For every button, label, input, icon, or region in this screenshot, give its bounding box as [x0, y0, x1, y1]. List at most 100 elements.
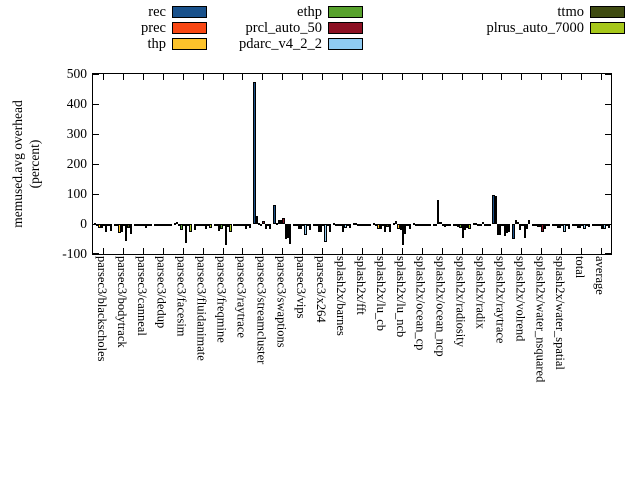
bar-pdarc_v4_2_2-splash2x/ocean_cp [423, 224, 427, 227]
bar-plrus_auto_7000-parsec3/bodytrack [129, 224, 132, 234]
bar-prec-average [594, 224, 597, 226]
bar-ethp-splash2x/radiosity [459, 224, 462, 228]
x-tick-mark [441, 74, 443, 80]
legend-swatch-rec [172, 6, 207, 18]
bar-pdarc_v4_2_2-parsec3/fluidanimate [204, 224, 208, 230]
bar-cluster-parsec3/fluidanimate [193, 74, 212, 254]
bar-prec-splash2x/ocean_ncp [434, 224, 438, 226]
bar-ethp-splash2x/lu_ncb [399, 224, 402, 230]
bar-ethp-splash2x/radix [479, 224, 482, 226]
bar-cluster-splash2x/fft [352, 74, 371, 254]
bar-rec-splash2x/water_nsquared [532, 224, 535, 226]
bar-pdarc_v4_2_2-splash2x/barnes [344, 224, 347, 228]
bar-ttmo-parsec3/swaptions [286, 224, 290, 238]
x-tick-mark [102, 248, 104, 254]
x-category-label-parsec3/fluidanimate: parsec3/fluidanimate [194, 256, 209, 361]
bar-cluster-splash2x/volrend [512, 74, 531, 254]
bar-thp-splash2x/fft [357, 224, 360, 226]
x-tick-mark [421, 248, 423, 254]
bar-rec-splash2x/fft [352, 223, 356, 225]
bar-cluster-parsec3/dedup [153, 74, 172, 254]
bar-cluster-splash2x/ocean_ncp [432, 74, 451, 254]
legend-column-3: ttmo plrus_auto_7000 [440, 4, 625, 36]
bar-plrus_auto_7000-splash2x/ocean_cp [428, 224, 431, 226]
bar-ttmo-splash2x/radiosity [466, 224, 469, 228]
bar-thp-splash2x/water_spatial [556, 224, 559, 228]
y-tick-mark [605, 164, 611, 165]
bar-thp-parsec3/fluidanimate [198, 224, 201, 227]
bar-ethp-parsec3/x264 [319, 224, 323, 232]
legend-label: ttmo [557, 3, 584, 20]
bar-thp-splash2x/lu_cb [377, 224, 380, 229]
x-tick-mark [461, 74, 463, 80]
y-tick-label: 400 [66, 96, 87, 111]
bar-rec-splash2x/radix [472, 223, 475, 225]
bar-prcl_auto_50-parsec3/facesim [182, 224, 185, 226]
bar-ethp-parsec3/swaptions [280, 219, 283, 224]
bar-prcl_auto_50-parsec3/streamcluster [262, 221, 265, 224]
bar-prec-splash2x/radiosity [454, 224, 458, 226]
x-tick-mark [481, 248, 483, 254]
x-tick-mark [302, 248, 304, 254]
bar-prcl_auto_50-parsec3/fluidanimate [202, 224, 205, 226]
x-tick-mark [381, 248, 383, 254]
bar-cluster-total [572, 74, 591, 254]
x-tick-mark [461, 248, 463, 254]
y-tick-mark [605, 74, 611, 75]
bar-ttmo-splash2x/ocean_cp [426, 224, 429, 226]
x-category-label-splash2x/fft: splash2x/fft [353, 256, 368, 315]
legend-item-thp: thp [10, 36, 207, 52]
bar-plrus_auto_7000-splash2x/ocean_ncp [448, 224, 451, 227]
bar-ethp-parsec3/facesim [180, 224, 183, 230]
x-tick-mark [561, 74, 563, 80]
bar-ttmo-parsec3/vips [306, 224, 309, 227]
bar-ethp-average [598, 224, 602, 227]
x-tick-mark [381, 74, 383, 80]
x-tick-mark [282, 74, 284, 80]
x-tick-mark [222, 248, 224, 254]
bar-plrus_auto_7000-average [607, 224, 611, 228]
x-tick-mark [142, 248, 144, 254]
x-tick-mark [361, 248, 363, 254]
bar-prcl_auto_50-total [581, 224, 584, 226]
x-category-label-splash2x/barnes: splash2x/barnes [334, 256, 349, 336]
bar-prcl_auto_50-splash2x/raytrace [501, 224, 504, 227]
bar-plrus_auto_7000-parsec3/swaptions [289, 224, 292, 244]
bar-prec-splash2x/water_nsquared [534, 224, 537, 226]
bar-ttmo-splash2x/radix [486, 224, 489, 226]
x-tick-mark [581, 248, 583, 254]
bar-thp-parsec3/freqmine [218, 224, 221, 231]
y-tick-label: 0 [80, 216, 87, 231]
bar-thp-parsec3/raytrace [237, 224, 241, 227]
x-tick-mark [202, 248, 204, 254]
x-category-label-parsec3/streamcluster: parsec3/streamcluster [254, 256, 269, 365]
bar-plrus_auto_7000-total [587, 224, 591, 227]
bar-ethp-parsec3/streamcluster [260, 224, 263, 226]
x-tick-mark [302, 74, 304, 80]
bar-plrus_auto_7000-splash2x/water_spatial [567, 224, 571, 229]
bar-ethp-splash2x/volrend [519, 224, 522, 230]
bar-ethp-splash2x/ocean_cp [419, 224, 422, 226]
bar-prec-parsec3/canneal [136, 224, 139, 226]
bar-thp-splash2x/radix [477, 224, 480, 226]
bar-ethp-parsec3/vips [299, 224, 303, 230]
legend-item-ethp: ethp [220, 4, 363, 20]
bar-prec-total [574, 224, 577, 226]
bar-thp-parsec3/vips [297, 224, 300, 230]
bar-prcl_auto_50-parsec3/blackscholes [102, 224, 106, 226]
x-tick-mark [541, 248, 543, 254]
bar-rec-parsec3/facesim [173, 223, 176, 225]
bar-cluster-parsec3/raytrace [233, 74, 252, 254]
x-tick-mark [262, 248, 264, 254]
y-tick-mark [93, 164, 99, 165]
x-tick-mark [322, 248, 324, 254]
y-tick-mark [93, 134, 99, 135]
bar-prec-parsec3/x264 [315, 224, 318, 226]
bar-pdarc_v4_2_2-splash2x/volrend [523, 224, 526, 238]
bar-pdarc_v4_2_2-parsec3/x264 [324, 224, 327, 242]
bar-cluster-splash2x/water_nsquared [532, 74, 551, 254]
bar-prcl_auto_50-splash2x/water_nsquared [541, 224, 544, 232]
x-category-label-parsec3/canneal: parsec3/canneal [134, 256, 149, 336]
bar-prec-parsec3/streamcluster [255, 215, 258, 224]
legend-swatch-pdarc_v4_2_2 [328, 38, 363, 50]
